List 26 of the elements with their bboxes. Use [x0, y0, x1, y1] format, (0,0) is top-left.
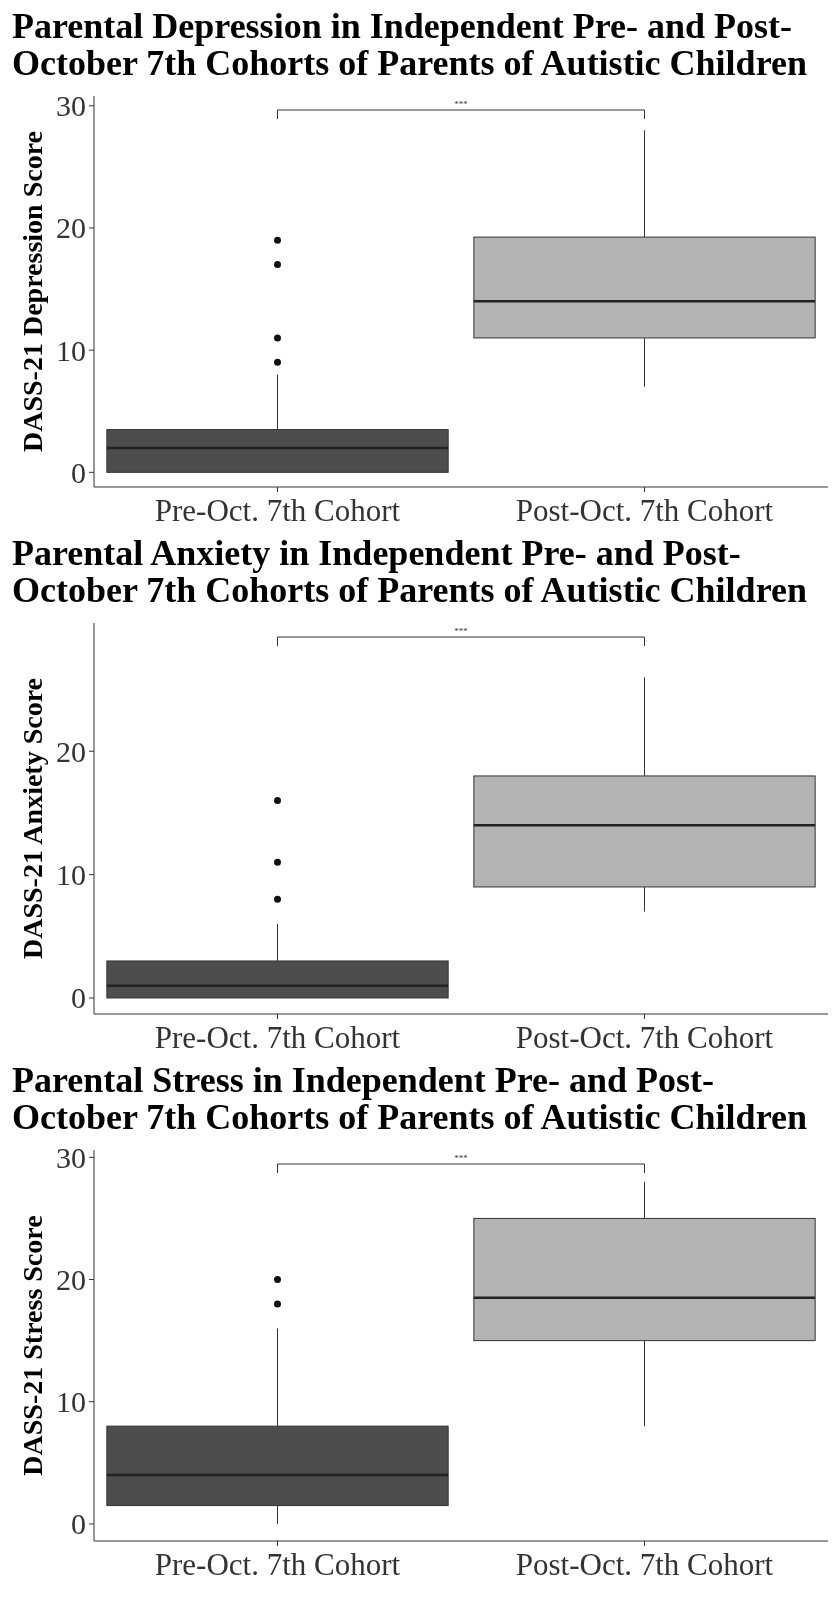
y-tick-label: 0	[71, 981, 86, 1015]
x-tick-label: Post-Oct. 7th Cohort	[515, 493, 774, 528]
x-tick-label: Post-Oct. 7th Cohort	[515, 1547, 774, 1582]
x-tick-label: Pre-Oct. 7th Cohort	[154, 1020, 401, 1055]
y-tick-label: 20	[56, 1263, 86, 1297]
chart-title: Parental Stress in Independent Pre- and Post-October 7th Cohorts of Parents of Autistic Children	[12, 1060, 807, 1137]
y-tick-label: 10	[56, 333, 86, 367]
annotation: ***	[454, 1153, 469, 1163]
y-axis-title: DASS-21 Depression Score	[17, 131, 48, 452]
y-tick-label: 10	[56, 1385, 86, 1419]
y-axis-title: DASS-21 Anxiety Score	[17, 677, 48, 960]
annotation: ***	[454, 99, 469, 109]
x-tick-label: Pre-Oct. 7th Cohort	[154, 1547, 401, 1582]
y-tick-label: 30	[56, 89, 86, 123]
y-tick-label: 30	[56, 1140, 86, 1174]
chart-title: Parental Anxiety in Independent Pre- and Post-October 7th Cohorts of Parents of Autistic Children	[12, 533, 807, 610]
chart-title: Parental Depression in Independent Pre- and Post-October 7th Cohorts of Parents of Autistic Children	[12, 6, 807, 83]
y-tick-label: 10	[56, 858, 86, 892]
x-tick-label: Post-Oct. 7th Cohort	[515, 1020, 774, 1055]
y-tick-label: 0	[71, 1507, 86, 1541]
annotation: ***	[454, 626, 469, 636]
y-tick-label: 20	[56, 211, 86, 245]
y-axis-title: DASS-21 Stress Score	[17, 1215, 48, 1476]
x-tick-label: Pre-Oct. 7th Cohort	[154, 493, 401, 528]
y-tick-label: 0	[71, 455, 86, 489]
y-tick-label: 20	[56, 734, 86, 768]
